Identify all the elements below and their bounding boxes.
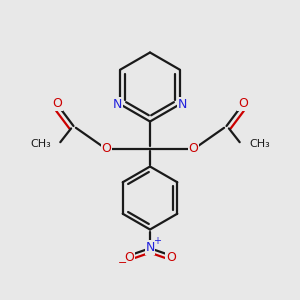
Text: O: O (238, 97, 247, 110)
Text: −: − (118, 258, 127, 268)
Text: CH₃: CH₃ (30, 139, 51, 149)
Text: O: O (52, 97, 62, 110)
Text: O: O (124, 250, 134, 264)
Text: O: O (189, 142, 198, 155)
Text: N: N (178, 98, 187, 111)
Text: O: O (102, 142, 111, 155)
Text: O: O (166, 250, 176, 264)
Text: CH₃: CH₃ (249, 139, 270, 149)
Text: N: N (145, 241, 155, 254)
Text: +: + (153, 236, 160, 247)
Text: N: N (113, 98, 122, 111)
